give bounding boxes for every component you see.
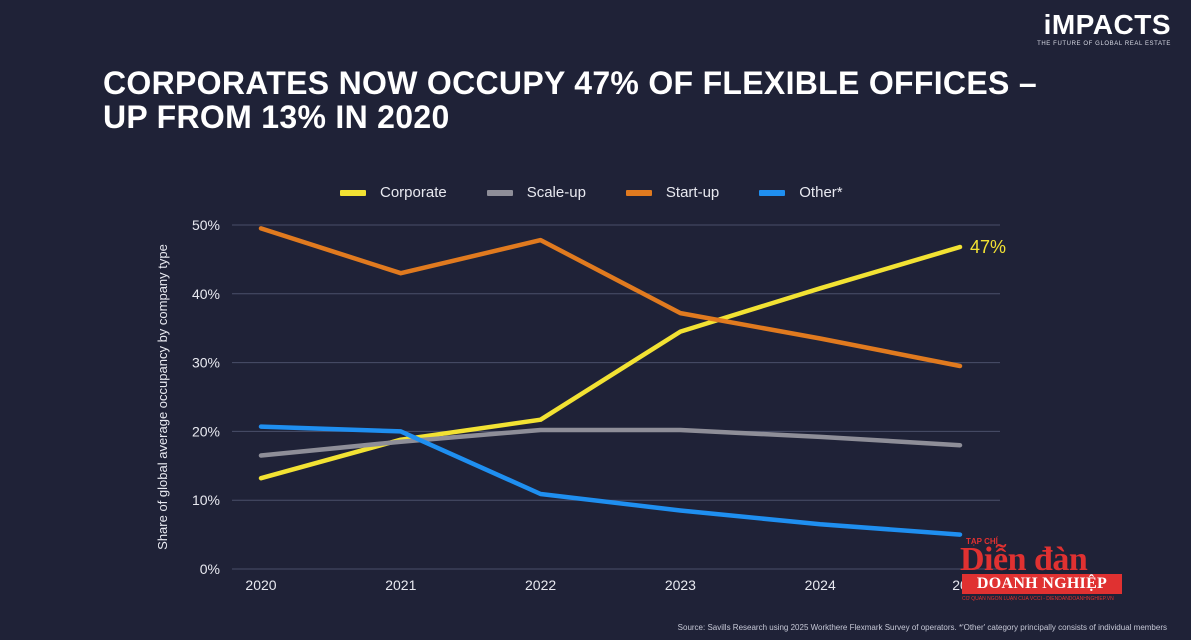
x-tick-label: 2022: [525, 577, 556, 593]
y-tick-label: 10%: [192, 492, 220, 508]
series-line-other: [258, 424, 963, 537]
watermark-main: Diễn đàn: [960, 541, 1088, 578]
legend-label-scaleup: Scale-up: [526, 184, 586, 201]
watermark-small: TẠP CHÍ: [966, 537, 998, 546]
legend-item-scaleup: Scale-up: [486, 184, 586, 201]
x-tick-label: 2020: [245, 577, 276, 593]
legend-label-corporate: Corporate: [380, 184, 447, 201]
brand-tagline: THE FUTURE OF GLOBAL REAL ESTATE: [1037, 41, 1171, 47]
x-tick-label: 2023: [665, 577, 696, 593]
y-tick-label: 0%: [200, 561, 220, 577]
y-tick-label: 50%: [192, 217, 220, 233]
legend-swatch-other: [759, 189, 786, 196]
chart-title-line-1: CORPORATES NOW OCCUPY 47% OF FLEXIBLE OF…: [103, 65, 1037, 101]
legend-label-other: Other*: [799, 184, 843, 201]
y-tick-label: 20%: [192, 423, 220, 439]
brand-name: iMPACTS: [1043, 9, 1171, 40]
watermark-tagline: CƠ QUAN NGÔN LUẬN CỦA VCCI - DIENDANDOAN…: [962, 596, 1114, 602]
data-label-corporate-2025: 47%: [970, 237, 1006, 257]
x-tick-label: 2024: [805, 577, 836, 593]
legend-item-other: Other*: [759, 184, 843, 201]
legend-swatch-scaleup: [486, 189, 513, 196]
watermark-logo: TẠP CHÍ Diễn đàn DOANH NGHIỆP CƠ QUAN NG…: [960, 537, 1125, 609]
legend-label-startup: Start-up: [665, 184, 720, 201]
chart-legend: Corporate Scale-up Start-up Other*: [340, 184, 843, 201]
series-line-scaleup: [258, 427, 963, 458]
series-line-startup: [258, 226, 963, 369]
legend-swatch-startup: [625, 189, 652, 196]
watermark-band: DOANH NGHIỆP: [962, 574, 1122, 594]
source-note: Source: Savills Research using 2025 Work…: [677, 623, 1167, 632]
legend-item-corporate: Corporate: [340, 184, 447, 201]
x-tick-label: 2021: [385, 577, 416, 593]
chart-title-line-2: UP FROM 13% IN 2020: [103, 99, 450, 135]
brand-logo: iMPACTS THE FUTURE OF GLOBAL REAL ESTATE: [1037, 9, 1171, 48]
y-tick-label: 30%: [192, 355, 220, 371]
chart-title: CORPORATES NOW OCCUPY 47% OF FLEXIBLE OF…: [103, 66, 1103, 134]
legend-item-startup: Start-up: [625, 184, 720, 201]
y-tick-label: 40%: [192, 286, 220, 302]
legend-swatch-corporate: [340, 189, 366, 196]
y-axis-label: Share of global average occupancy by com…: [155, 244, 170, 550]
